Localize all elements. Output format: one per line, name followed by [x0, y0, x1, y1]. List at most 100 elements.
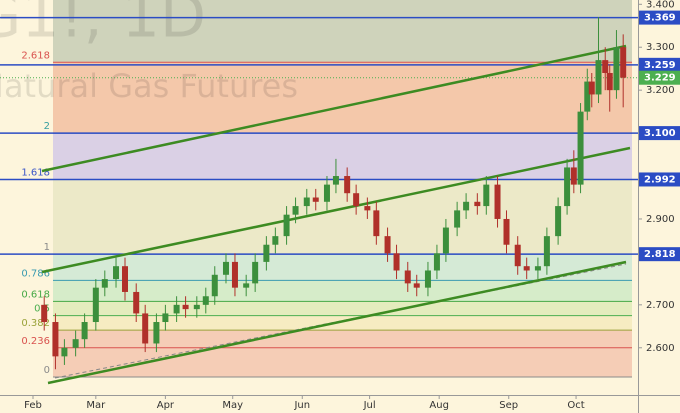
candle-body [373, 210, 380, 237]
price-level-label: 3.259 [644, 60, 676, 71]
x-tick-label: Mar [86, 400, 106, 411]
price-level-box [639, 10, 680, 25]
fib-label: 0 [44, 365, 50, 376]
fib-label: 0.236 [21, 336, 50, 347]
price-level-box [639, 247, 680, 262]
candle-body [92, 287, 99, 323]
candle-body [162, 313, 169, 323]
y-tick-label: 3.400 [646, 0, 675, 10]
candle-body [570, 167, 577, 185]
candle-body [332, 176, 339, 185]
x-tick-label: Oct [567, 400, 584, 411]
x-tick-label: Feb [24, 400, 42, 411]
candle-body [555, 206, 562, 237]
candle-body [292, 206, 299, 215]
candle-body [193, 304, 200, 310]
candle-body [577, 111, 584, 185]
candle-body [514, 244, 521, 267]
candle-body [101, 279, 108, 288]
watermark-title: NG1!, 1D [0, 0, 206, 52]
candle-body [252, 261, 259, 284]
candle-body [303, 197, 310, 207]
fib-band [53, 0, 632, 63]
candle-body [442, 227, 449, 254]
price-level-box [639, 70, 680, 85]
y-tick-label: 3.200 [646, 85, 675, 96]
candle-body [243, 283, 250, 288]
fib-band [53, 280, 632, 302]
candle-body [52, 322, 59, 357]
fib-band [53, 347, 632, 377]
candle-body [81, 322, 88, 340]
trend-line [41, 146, 631, 274]
price-level-box [639, 57, 680, 72]
x-tick-label: Apr [157, 400, 175, 411]
candle-body [173, 304, 180, 314]
candle-body [503, 218, 510, 245]
fib-label: 0.786 [21, 268, 50, 279]
candle-body [202, 296, 209, 305]
price-level-label: 2.992 [644, 174, 676, 185]
fib-label: 2.618 [21, 50, 50, 61]
candle-body [61, 347, 68, 357]
candle-body [588, 81, 595, 95]
candle-body [121, 266, 128, 292]
fib-label: 0.382 [21, 318, 50, 329]
y-tick-label: 3.300 [646, 42, 675, 53]
fib-band [53, 62, 632, 134]
candle-body [263, 244, 270, 262]
candle-body [72, 339, 79, 348]
y-tick-label: 2.600 [646, 343, 675, 354]
price-level-box [639, 172, 680, 187]
candle-body [364, 206, 371, 211]
candle-body [393, 253, 400, 271]
fib-band [53, 179, 632, 255]
candle-body [483, 184, 490, 207]
candle-body [153, 322, 160, 344]
candle-body [494, 184, 501, 219]
candle-body [454, 210, 461, 228]
x-tick-label: Jul [363, 400, 376, 411]
price-level-label: 2.818 [644, 249, 676, 260]
candle-body [523, 266, 530, 271]
candle-body [142, 313, 149, 344]
y-tick-label: 2.900 [646, 214, 675, 225]
trend-line [41, 44, 627, 173]
candle-body [433, 253, 440, 271]
fib-label: 1 [44, 242, 50, 253]
candle-body [222, 261, 229, 275]
candle-body [272, 236, 279, 245]
candle-body [534, 266, 541, 271]
price-level-label: 3.100 [644, 128, 676, 139]
candle-body [323, 184, 330, 202]
candle-body [413, 283, 420, 288]
fib-band [53, 315, 632, 331]
price-level-box [639, 126, 680, 141]
y-tick-label: 2.700 [646, 300, 675, 311]
candle-body [584, 81, 591, 112]
candles [41, 17, 627, 370]
candle-body [620, 47, 627, 78]
price-level-label: 3.229 [644, 73, 676, 84]
price-level-label: 3.369 [644, 13, 676, 24]
candle-body [564, 167, 571, 207]
candle-body [133, 291, 140, 314]
candle-body [113, 266, 120, 280]
candle-body [543, 236, 550, 267]
candle-body [424, 270, 431, 288]
candle-body [384, 236, 391, 254]
candle-body [312, 197, 319, 202]
candle-body [606, 72, 613, 91]
watermark-subtitle: Natural Gas Futures [0, 67, 298, 105]
fib-band [53, 330, 632, 348]
fib-label: 1.618 [21, 167, 50, 178]
x-tick-label: Jun [293, 400, 310, 411]
candle-body [595, 60, 602, 95]
candle-body [182, 304, 189, 310]
fib-band [53, 133, 632, 180]
fib-label: 2 [44, 121, 50, 132]
fib-bands [53, 0, 632, 377]
